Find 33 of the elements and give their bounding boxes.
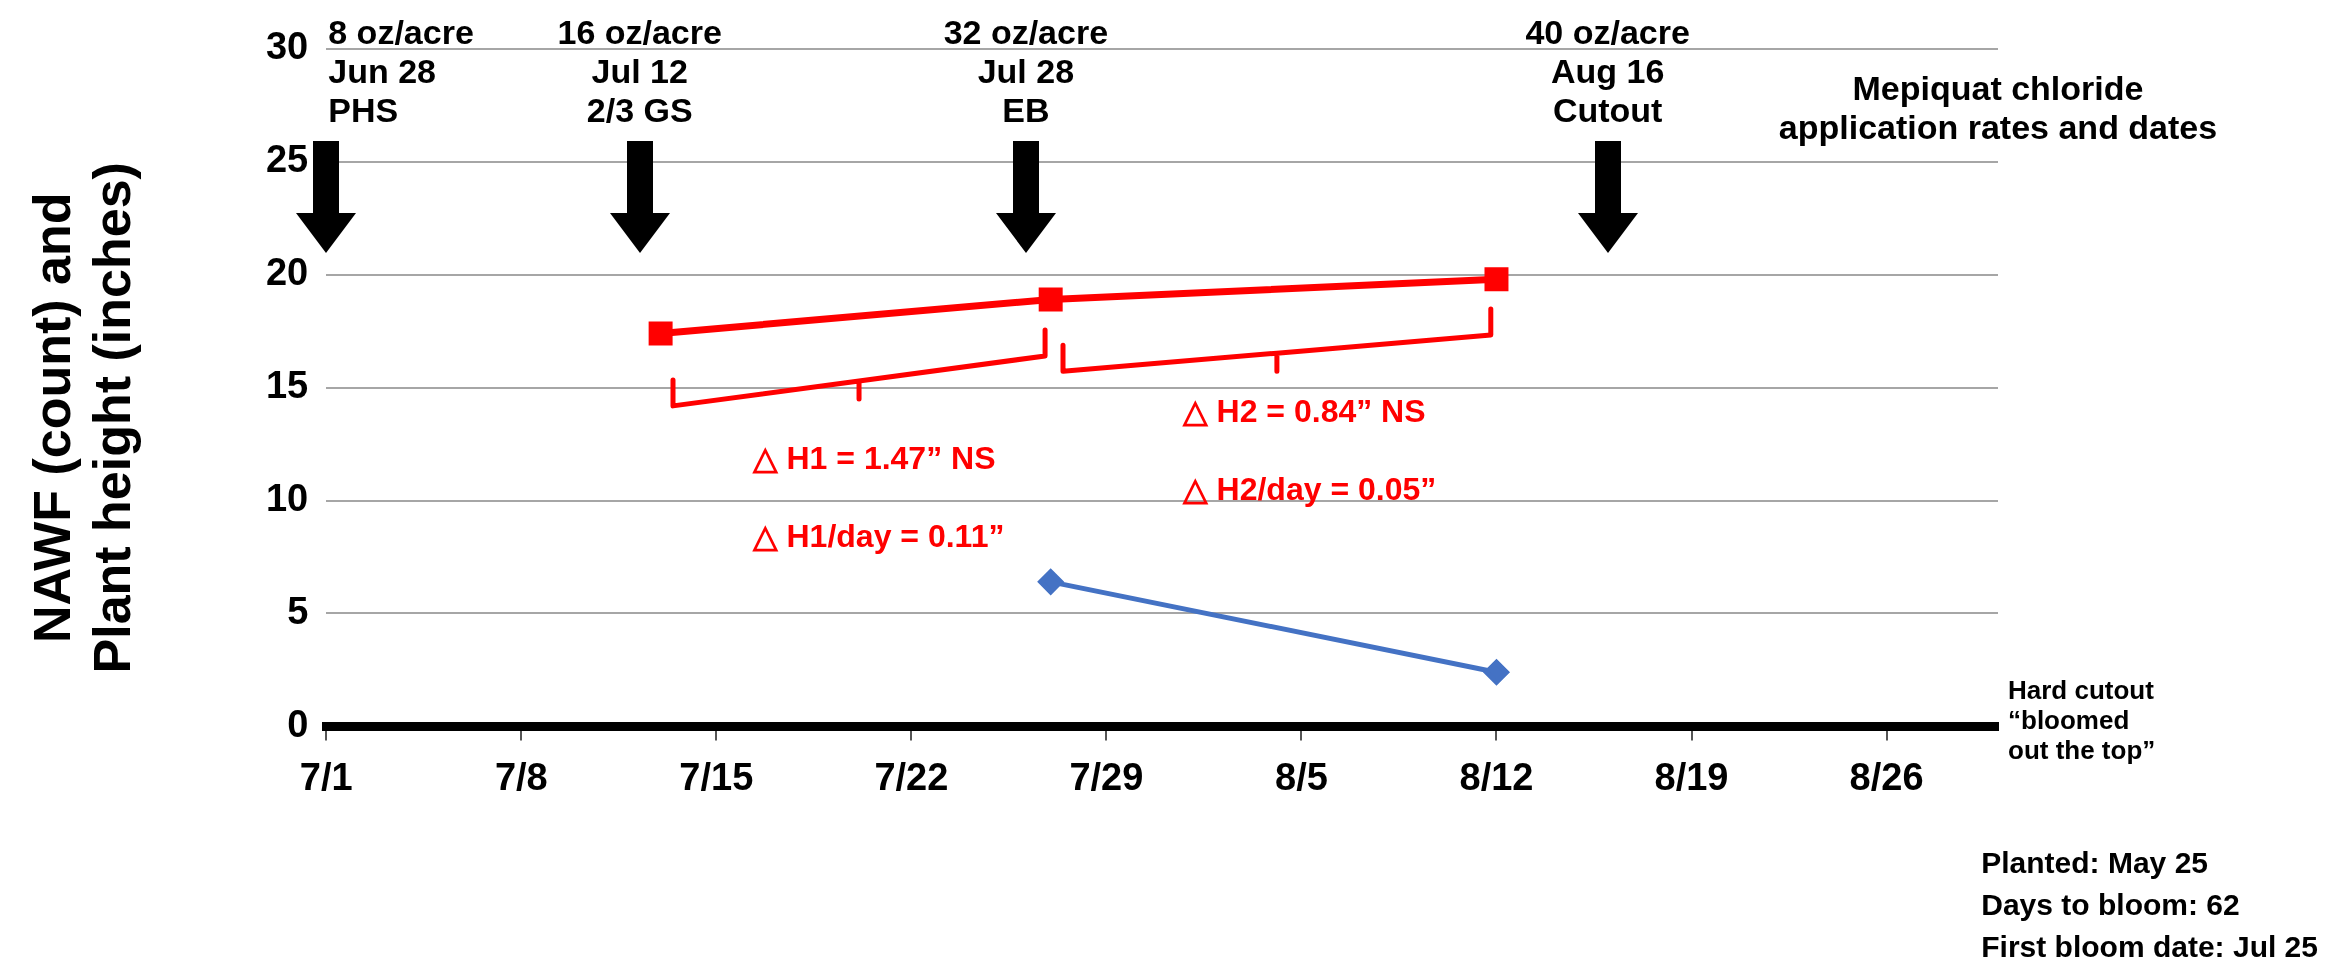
point	[1484, 267, 1509, 292]
annotation: 32 oz/acre Jul 28 EB	[942, 12, 1110, 131]
x-tick-label: 7/29	[1069, 755, 1144, 798]
text: Planted: May 25 Days to bloom: 62 First bloom date: Jul 25	[1981, 845, 2318, 965]
x-tick-label: 8/19	[1654, 755, 1729, 798]
annotation: △ H1/day = 0.11”	[752, 518, 1005, 556]
text: Hard cutout “bloomed out the top”	[2008, 675, 2156, 767]
y-tick-label: 5	[287, 589, 309, 632]
x-tick-label: 7/15	[679, 755, 754, 798]
annotation: △ H2 = 0.84” NS	[1182, 393, 1426, 431]
annotation: 8 oz/acre Jun 28 PHS	[328, 12, 474, 129]
annotation: 40 oz/acre Aug 16 Cutout	[1524, 12, 1691, 131]
annotation: 16 oz/acre Jul 12 2/3 GS	[556, 12, 723, 131]
x-tick-label: 8/26	[1849, 755, 1924, 798]
x-tick-label: 7/22	[874, 755, 949, 798]
y-tick-label: 30	[265, 25, 309, 68]
y-tick-label: 0	[287, 702, 309, 745]
annotation: Mepiquat chloride application rates and dates	[1777, 68, 2219, 147]
point	[1038, 287, 1063, 312]
x-tick-label: 7/1	[299, 755, 353, 798]
x-tick-label: 8/5	[1275, 755, 1328, 798]
y-axis-title: NAWF (count) and Plant height (inches)	[23, 161, 142, 676]
point	[1038, 569, 1064, 595]
y-tick-label: 10	[265, 477, 309, 520]
y-tick-label: 20	[265, 251, 309, 294]
x-tick-label: 7/8	[494, 755, 548, 798]
point	[648, 321, 673, 346]
y-tick-label: 15	[265, 364, 309, 407]
annotation: △ H1 = 1.47” NS	[752, 440, 996, 478]
point	[1483, 659, 1509, 685]
annotation: △ H2/day = 0.05”	[1182, 471, 1437, 509]
x-tick-label: 8/12	[1459, 755, 1534, 798]
y-tick-label: 25	[265, 138, 309, 181]
